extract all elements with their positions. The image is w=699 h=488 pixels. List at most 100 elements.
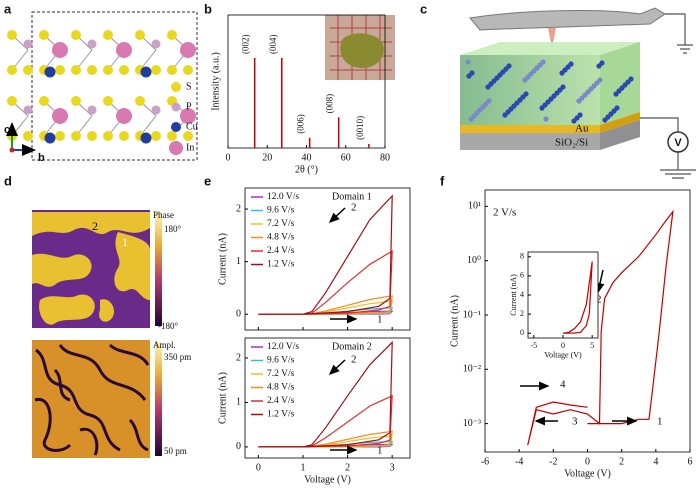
colorbar xyxy=(155,342,162,456)
atom-in xyxy=(52,108,68,124)
annotation: 2 xyxy=(351,202,357,214)
curve xyxy=(258,250,393,315)
dot xyxy=(614,105,620,111)
legend-label: S xyxy=(186,81,192,92)
polarization-dots xyxy=(465,59,634,124)
layer-label: Au xyxy=(575,123,589,135)
x-tick-label: -5 xyxy=(530,341,537,350)
x-tick-label: 3 xyxy=(390,462,395,473)
atom-s xyxy=(71,65,81,75)
atom-p xyxy=(151,39,161,49)
atom-s xyxy=(135,30,145,40)
dot xyxy=(540,59,546,65)
atom-s xyxy=(135,96,145,106)
peak-label: (004) xyxy=(268,34,278,54)
x-axis-label: Voltage (V) xyxy=(564,468,611,479)
y-tick-label: 2 xyxy=(520,309,524,318)
y-tick-label: 1 xyxy=(236,397,241,408)
colorbar-title: Phase xyxy=(153,210,174,220)
atom-s xyxy=(7,96,17,106)
amplitude-image xyxy=(32,340,150,458)
curve xyxy=(527,209,674,446)
x-tick-label: 2 xyxy=(345,462,350,473)
atom-s xyxy=(23,131,33,141)
atom-s xyxy=(151,65,161,75)
legend-label: 12.0 V/s xyxy=(267,192,299,202)
atom-s xyxy=(103,131,113,141)
arrow xyxy=(328,359,346,376)
domain-label: 2 xyxy=(92,219,98,233)
annotation: 1 xyxy=(657,416,663,428)
y-tick-label: 10⁻¹ xyxy=(463,309,481,320)
legend-label: In xyxy=(186,142,194,153)
dot xyxy=(506,63,512,69)
atom-in xyxy=(180,108,196,124)
dot xyxy=(523,91,529,97)
unit-cell xyxy=(31,11,198,161)
legend-label: 4.8 V/s xyxy=(267,233,295,243)
y-tick-label: 0 xyxy=(236,309,241,320)
atom-s xyxy=(55,65,65,75)
atom-p xyxy=(151,105,161,115)
dot xyxy=(486,98,492,104)
colorbar-title: Ampl. xyxy=(153,340,176,350)
axis-label: c xyxy=(4,124,10,136)
atom-s xyxy=(71,131,81,141)
atom-s xyxy=(55,131,65,141)
axis-origin xyxy=(9,147,15,153)
legend-label: 4.8 V/s xyxy=(267,383,295,393)
atom-s xyxy=(183,131,193,141)
meter-label: V xyxy=(674,137,682,149)
legend-swatch xyxy=(171,82,181,92)
y-tick-label: 10¹ xyxy=(468,201,481,212)
x-tick-label: 5 xyxy=(590,341,594,350)
annotation: 3 xyxy=(572,416,578,428)
atom-s xyxy=(39,96,49,106)
x-tick-label: 0 xyxy=(561,341,565,350)
atom-cu xyxy=(140,66,152,78)
atom-s xyxy=(23,65,33,75)
y-axis-label: Current (nA) xyxy=(509,274,518,316)
x-tick-label: 0 xyxy=(585,456,590,467)
dot xyxy=(597,77,603,83)
x-tick-label: -2 xyxy=(549,456,557,467)
dot xyxy=(469,70,475,76)
x-tick-label: 60 xyxy=(341,152,351,163)
dot xyxy=(599,60,605,66)
y-tick-label: 0 xyxy=(236,441,241,452)
atom-p xyxy=(23,105,33,115)
panel-label: b xyxy=(204,1,212,16)
arrow xyxy=(328,207,346,224)
y-tick-label: 0 xyxy=(520,328,524,337)
afm-setup xyxy=(460,7,696,179)
dot xyxy=(543,116,549,122)
x-axis-label: Voltage (V) xyxy=(304,474,351,485)
legend-swatch xyxy=(171,102,181,112)
x-tick-label: -6 xyxy=(481,456,489,467)
curve xyxy=(258,340,393,448)
annotation: 2 V/s xyxy=(493,207,516,219)
panel-label: c xyxy=(420,1,427,16)
peak-label: (0010) xyxy=(355,116,365,140)
axis-label: b xyxy=(38,152,45,164)
curve xyxy=(258,394,393,448)
legend-label: 2.4 V/s xyxy=(267,246,295,256)
curve xyxy=(562,261,593,334)
y-tick-label: 10⁻³ xyxy=(463,418,481,429)
panel-label: d xyxy=(4,173,12,188)
dot xyxy=(465,59,471,65)
atom-s xyxy=(167,30,177,40)
x-axis-label: 2θ (°) xyxy=(295,164,318,175)
y-tick-label: 8 xyxy=(520,252,524,261)
legend-label: 2.4 V/s xyxy=(267,396,295,406)
annotation: 1 xyxy=(377,314,383,326)
x-tick-label: 80 xyxy=(380,152,390,163)
atom-s xyxy=(87,65,97,75)
y-tick-label: 1 xyxy=(236,256,241,267)
legend-swatch xyxy=(169,141,183,155)
annotation: 2 xyxy=(351,354,357,366)
atom-s xyxy=(71,30,81,40)
annotation: 4 xyxy=(560,379,566,391)
peak-label: (002) xyxy=(241,34,251,54)
